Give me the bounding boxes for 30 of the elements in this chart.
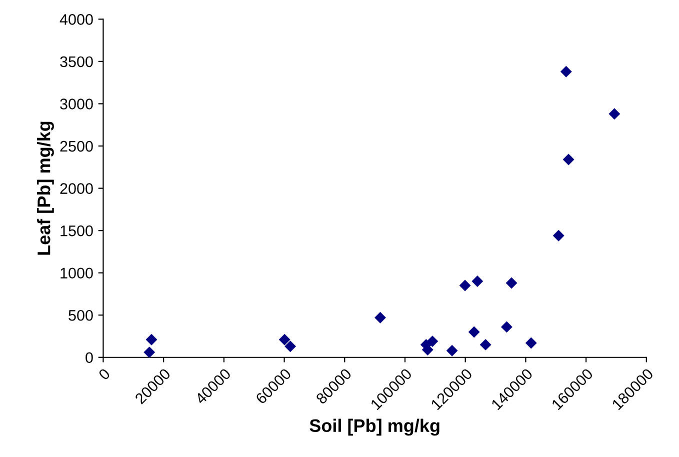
y-tick-label: 2000 [60,183,93,194]
y-tick-label: 2500 [60,140,93,152]
point [560,66,572,78]
point [552,230,564,242]
point [506,277,518,289]
y-tick-label: 3000 [60,98,93,110]
point [472,276,484,288]
point [480,338,492,350]
y-tick-label: 1500 [60,225,93,236]
y-tick-label: 1000 [60,268,93,279]
x-axis-title: Soil [Pb] mg/kg [310,418,440,436]
y-tick-label: 4000 [60,14,93,25]
point [426,336,438,348]
point [525,337,537,349]
y-tick-label: 3500 [60,56,93,68]
point [468,326,480,338]
point [608,108,620,120]
point [374,312,386,324]
point [500,321,512,333]
point [459,280,471,292]
point [284,340,296,352]
y-tick-label: 0 [86,352,93,364]
point [146,334,158,346]
point [144,346,156,358]
y-axis-title: Leaf [Pb] mg/kg [37,122,54,255]
point [446,344,458,356]
x-tick-label: 0 [98,368,111,381]
point [278,334,290,346]
point [562,154,574,166]
y-tick-label: 500 [68,310,93,321]
